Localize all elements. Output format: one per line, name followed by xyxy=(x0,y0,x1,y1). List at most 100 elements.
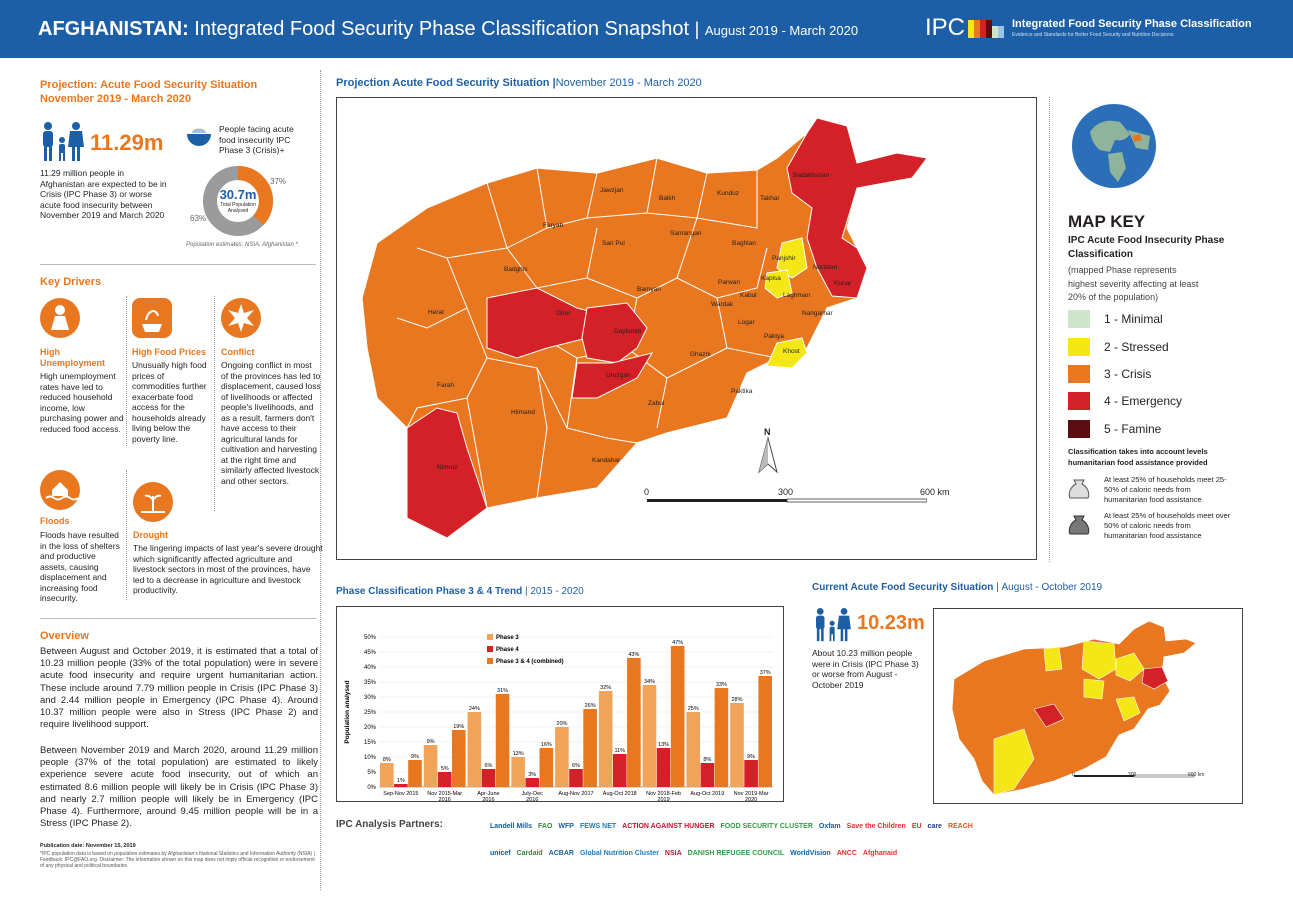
y-tick-label: 45% xyxy=(364,650,377,656)
partner-logo: ACBAR xyxy=(548,850,574,857)
trend-title: Phase Classification Phase 3 & 4 Trend |… xyxy=(336,586,584,597)
donut-total-label: Total Population Analysed xyxy=(220,202,256,214)
bar-value-label: 6% xyxy=(572,763,580,769)
province-label: Farah xyxy=(437,382,454,389)
bar-phase3 xyxy=(511,757,525,787)
afghanistan-projection-map xyxy=(361,117,929,539)
trend-chart-frame xyxy=(336,606,784,802)
projection-title: Projection: Acute Food Security Situatio… xyxy=(40,78,257,106)
x-tick-label: Apr-June 2016 xyxy=(477,791,499,801)
overview-title: Overview xyxy=(40,630,89,642)
phase-swatch xyxy=(1068,310,1090,328)
food-prices-icon xyxy=(132,298,172,338)
province-label: Zabul xyxy=(648,400,665,407)
province-label: Nimroz xyxy=(437,464,458,471)
partners-row-1: Landell Mills FAO WFP FEWS NET ACTION AGAINS… xyxy=(490,823,973,830)
y-tick-label: 40% xyxy=(364,665,377,671)
y-tick-label: 20% xyxy=(364,725,377,731)
ipc-logo-title: Integrated Food Security Phase Classific… xyxy=(1012,18,1252,30)
bar-combined xyxy=(583,709,597,787)
phase-swatch xyxy=(1068,365,1090,383)
bar-phase3 xyxy=(730,703,744,787)
divider xyxy=(1049,97,1050,562)
bar-value-label: 43% xyxy=(628,652,639,658)
bar-value-label: 28% xyxy=(732,697,743,703)
driver-text-food-prices: Unusually high food prices of commoditie… xyxy=(132,360,207,444)
current-title: Current Acute Food Security Situation | … xyxy=(812,582,1103,593)
bar-phase3 xyxy=(686,712,701,787)
bar-phase3 xyxy=(423,745,438,787)
map-key-subtitle: IPC Acute Food Insecurity Phase Classifi… xyxy=(1068,235,1225,260)
current-map-frame xyxy=(933,608,1243,804)
province-label: Khost xyxy=(783,348,800,355)
legend-label: Phase 3 & 4 (combined) xyxy=(496,659,564,665)
current-big-number: 10.23m xyxy=(857,612,925,634)
partner-logo: care xyxy=(927,823,942,830)
province-label: Badghis xyxy=(504,266,528,273)
driver-title-conflict: Conflict xyxy=(221,347,255,357)
assistance-light-text: At least 25% of households meet 25-50% o… xyxy=(1104,475,1227,504)
bar-phase3 xyxy=(467,712,482,787)
province-label: Kandahar xyxy=(592,457,621,464)
current-title-text: Current Acute Food Security Situation xyxy=(812,582,994,593)
divider xyxy=(214,296,215,511)
bar-phase3 xyxy=(598,691,613,787)
main-scale-bar xyxy=(647,498,927,503)
donut-pct-b: 63% xyxy=(190,214,207,223)
map-key-note: (mapped Phase represents highest severit… xyxy=(1068,265,1199,302)
province-label: Badakhshan xyxy=(793,172,830,179)
province-label: Wardak xyxy=(711,301,734,308)
legend-swatch xyxy=(487,634,493,640)
page-title: AFGHANISTAN: Integrated Food Security Ph… xyxy=(38,18,859,40)
bar-phase4 xyxy=(525,778,540,787)
phase-swatch xyxy=(1068,392,1090,410)
phase-label: 5 - Famine xyxy=(1104,422,1162,436)
scale-600: 600 km xyxy=(920,487,950,497)
people-icon xyxy=(816,608,851,642)
x-tick-label: Aug-Oct 2019 xyxy=(690,791,724,797)
bar-phase4 xyxy=(569,769,583,787)
partner-logo: Cardaid xyxy=(516,850,543,857)
province-label: Uruzgan xyxy=(606,372,631,379)
bar-phase3 xyxy=(555,727,569,787)
x-tick-label: July-Dec 2016 xyxy=(522,791,544,801)
divider xyxy=(40,264,316,265)
ipc-logo-bars-icon xyxy=(968,20,1004,38)
ipc-logo-subtitle: Evidence and Standards for Better Food S… xyxy=(1012,32,1174,38)
y-tick-label: 15% xyxy=(364,740,377,746)
x-tick-label: Aug-Oct 2018 xyxy=(603,791,637,797)
driver-text-conflict: Ongoing conflict in most of the province… xyxy=(221,360,321,486)
y-tick-label: 30% xyxy=(364,695,377,701)
partners-title: IPC Analysis Partners: xyxy=(336,819,443,830)
province-label: Nangarhar xyxy=(802,310,833,317)
province-label: Baghlan xyxy=(732,240,756,247)
province-label: Sari Pul xyxy=(602,240,625,247)
province-label: Takhar xyxy=(760,195,780,202)
bar-phase3 xyxy=(380,763,394,787)
title-period: August 2019 - March 2020 xyxy=(704,23,859,38)
province-label: Paktya xyxy=(764,333,784,340)
bar-value-label: 11% xyxy=(614,748,625,754)
bar-combined xyxy=(408,760,422,787)
y-tick-label: 10% xyxy=(364,755,377,761)
projection-big-number: 11.29m xyxy=(90,130,164,155)
main-map-frame xyxy=(336,97,1037,560)
current-description: About 10.23 million people were in Crisi… xyxy=(812,648,919,690)
legend-swatch xyxy=(487,658,493,664)
y-tick-label: 25% xyxy=(364,710,377,716)
driver-title-food-prices: High Food Prices xyxy=(132,347,207,357)
driver-title-floods: Floods xyxy=(40,516,70,526)
partner-logo: unicef xyxy=(490,850,511,857)
partner-logo: Afghanaid xyxy=(862,850,898,857)
current-period: August - October 2019 xyxy=(1001,582,1103,593)
current-scale-600: 600 km xyxy=(1188,772,1205,778)
bar-combined xyxy=(670,646,685,787)
phase-label: 1 - Minimal xyxy=(1104,312,1163,326)
province-label: Jawzjan xyxy=(600,187,624,194)
partner-logo: EU xyxy=(911,823,922,830)
ipc-logo: IPC xyxy=(925,14,966,41)
country-name: AFGHANISTAN: xyxy=(38,18,189,40)
province-label: Samangan xyxy=(670,230,702,237)
partner-logo: Oxfam xyxy=(818,823,841,830)
conflict-icon xyxy=(221,298,261,338)
